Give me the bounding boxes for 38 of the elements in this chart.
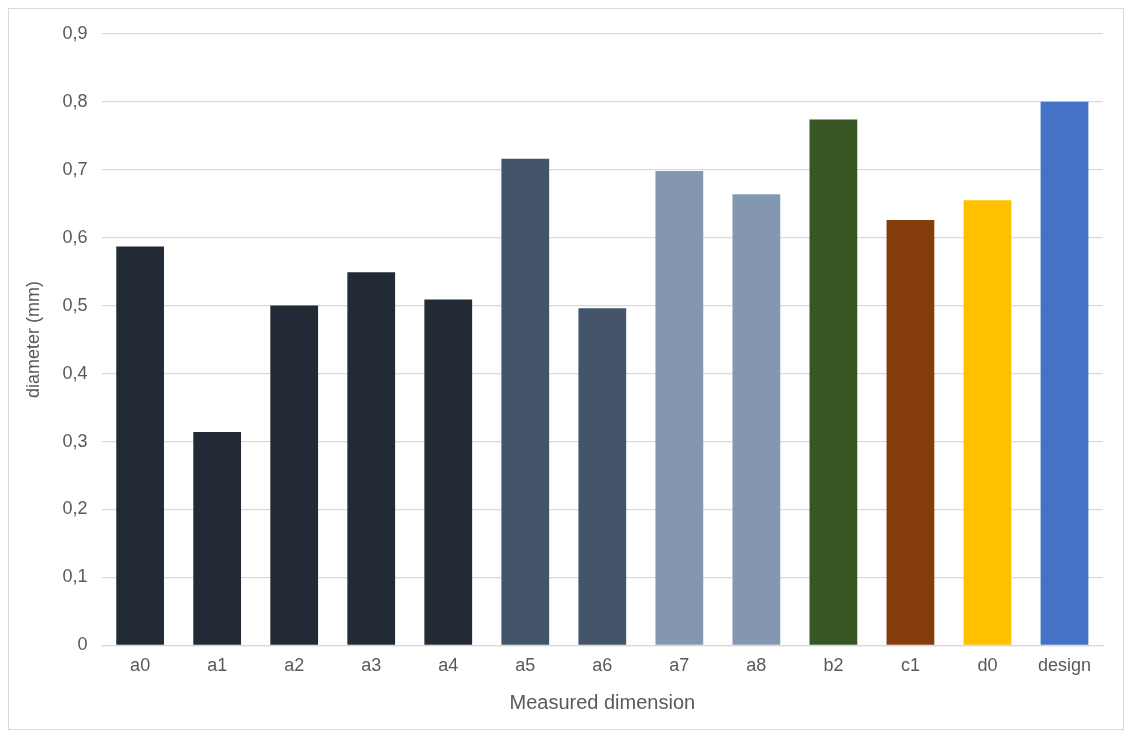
- x-tick-label: a7: [669, 655, 690, 676]
- x-tick-label: a5: [515, 655, 536, 676]
- bar: [347, 272, 396, 645]
- bar: [193, 432, 242, 645]
- x-tick-label: c1: [900, 655, 920, 676]
- x-tick-label: a1: [207, 655, 228, 676]
- y-tick-label: 0,7: [62, 158, 88, 179]
- y-tick-label: 0: [77, 634, 88, 655]
- bar: [424, 299, 473, 645]
- y-tick-label: 0,1: [62, 566, 88, 587]
- x-tick-label: a0: [130, 655, 151, 676]
- x-tick-label: a6: [592, 655, 613, 676]
- y-tick-label: 0,6: [62, 226, 88, 247]
- x-tick-label: a8: [746, 655, 767, 676]
- y-tick-label: 0,3: [62, 430, 88, 451]
- x-tick-label: design: [1037, 655, 1092, 676]
- bar: [963, 200, 1012, 645]
- bar: [1040, 101, 1089, 645]
- y-tick-label: 0,5: [62, 294, 88, 315]
- bar: [501, 158, 550, 645]
- y-tick-label: 0,2: [62, 498, 88, 519]
- x-tick-label: a2: [284, 655, 305, 676]
- x-tick-label: a3: [361, 655, 382, 676]
- y-tick-label: 0,9: [62, 22, 88, 43]
- bar: [655, 171, 704, 645]
- y-axis-title: diameter (mm): [22, 281, 43, 399]
- x-tick-label: a4: [438, 655, 459, 676]
- x-tick-label: d0: [977, 655, 998, 676]
- bar: [732, 194, 781, 645]
- y-tick-label: 0,8: [62, 90, 88, 111]
- bar: [116, 246, 165, 645]
- y-tick-label: 0,4: [62, 362, 88, 383]
- bar: [809, 119, 858, 645]
- bar: [270, 305, 319, 645]
- bar: [578, 308, 627, 645]
- bar: [886, 220, 935, 645]
- x-axis-title: Measured dimension: [509, 690, 696, 713]
- x-tick-label: b2: [823, 655, 844, 676]
